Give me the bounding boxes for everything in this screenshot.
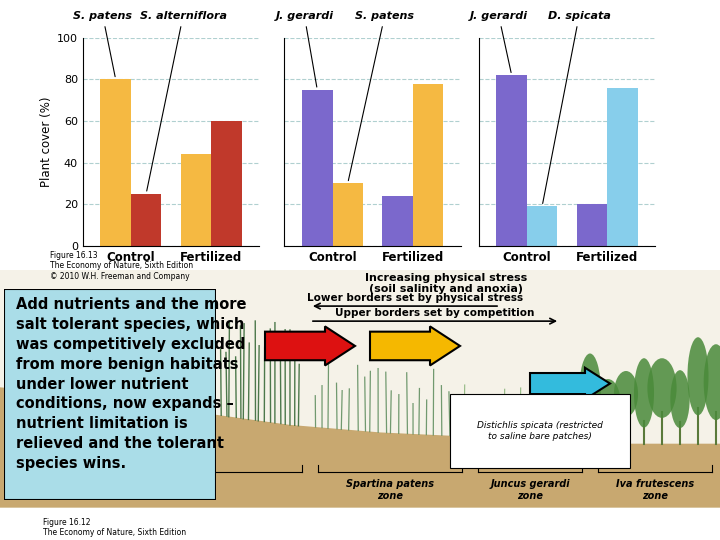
Bar <box>413 84 444 246</box>
Ellipse shape <box>647 358 677 418</box>
Ellipse shape <box>614 371 638 417</box>
Text: J. gerardi: J. gerardi <box>275 11 333 87</box>
Text: S. alterniflora: S. alterniflora <box>140 11 227 191</box>
Text: D. spicata: D. spicata <box>543 11 611 204</box>
Text: Juncus gerardi
zone: Juncus gerardi zone <box>490 479 570 501</box>
Bar <box>577 204 607 246</box>
Bar <box>607 87 638 246</box>
Ellipse shape <box>634 358 654 428</box>
Ellipse shape <box>703 344 720 420</box>
Bar <box>302 90 333 246</box>
Bar <box>131 194 161 246</box>
Text: S. patens: S. patens <box>348 11 414 180</box>
Text: Spartina patens
zone: Spartina patens zone <box>346 479 434 501</box>
FancyArrow shape <box>265 326 355 366</box>
FancyBboxPatch shape <box>4 289 216 500</box>
Text: Lower borders set by physical stress: Lower borders set by physical stress <box>307 293 523 303</box>
FancyArrow shape <box>530 368 610 399</box>
Y-axis label: Plant cover (%): Plant cover (%) <box>40 97 53 187</box>
Text: Upper borders set by competition: Upper borders set by competition <box>336 308 535 318</box>
Bar <box>382 196 413 246</box>
Bar <box>101 79 131 246</box>
Text: Figure 16.12
The Economy of Nature, Sixth Edition: Figure 16.12 The Economy of Nature, Sixt… <box>43 518 186 537</box>
Bar <box>527 206 557 246</box>
Ellipse shape <box>579 354 601 430</box>
Ellipse shape <box>688 337 708 415</box>
Text: Distichlis spicata (restricted
to saline bare patches): Distichlis spicata (restricted to saline… <box>477 421 603 441</box>
Bar <box>496 75 527 246</box>
Text: Add nutrients and the more
salt tolerant species, which
was competitively exclud: Add nutrients and the more salt tolerant… <box>17 298 247 471</box>
Ellipse shape <box>670 370 690 428</box>
FancyArrow shape <box>370 326 460 366</box>
Bar <box>211 121 241 246</box>
Bar <box>333 183 363 246</box>
Text: Increasing physical stress
(soil salinity and anoxia): Increasing physical stress (soil salinit… <box>365 273 528 294</box>
Text: Figure 16.13
The Economy of Nature, Sixth Edition
© 2010 W.H. Freeman and Compan: Figure 16.13 The Economy of Nature, Sixt… <box>50 251 194 281</box>
Text: Iva frutescens
zone: Iva frutescens zone <box>616 479 694 501</box>
Text: S. patens: S. patens <box>73 11 132 77</box>
Polygon shape <box>0 387 720 508</box>
Text: J. gerardi: J. gerardi <box>469 11 528 72</box>
Bar <box>181 154 211 246</box>
Ellipse shape <box>595 379 621 426</box>
Text: Spartina alterniflora
zone: Spartina alterniflora zone <box>99 479 211 501</box>
